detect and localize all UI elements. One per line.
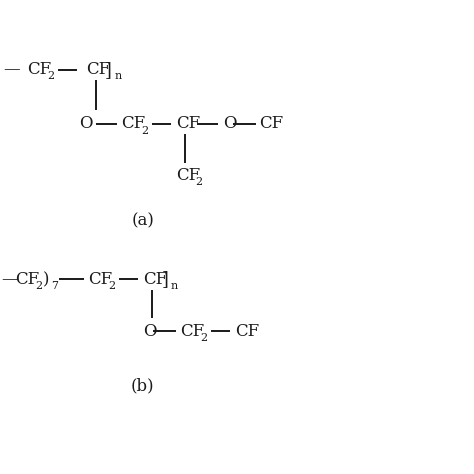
Text: 2: 2: [36, 281, 43, 291]
Text: n: n: [171, 281, 178, 291]
Text: 2: 2: [200, 333, 207, 343]
Text: n: n: [115, 71, 122, 82]
Text: CF: CF: [86, 61, 110, 78]
Text: CF: CF: [27, 61, 52, 78]
Text: CF: CF: [176, 167, 200, 184]
Text: CF: CF: [143, 271, 167, 288]
Text: CF: CF: [235, 323, 259, 340]
Text: CF: CF: [260, 115, 284, 132]
Text: O: O: [223, 115, 237, 132]
Text: (a): (a): [131, 212, 154, 229]
Text: 2: 2: [109, 281, 116, 291]
Text: CF: CF: [181, 323, 205, 340]
Text: 2: 2: [141, 126, 148, 136]
Text: 2: 2: [47, 71, 54, 82]
Text: CF: CF: [16, 271, 40, 288]
Text: 7: 7: [51, 281, 58, 291]
Text: CF: CF: [121, 115, 146, 132]
Text: O: O: [143, 323, 156, 340]
Text: ]: ]: [105, 61, 112, 79]
Text: CF: CF: [176, 115, 200, 132]
Text: ]: ]: [162, 270, 168, 288]
Text: —: —: [1, 271, 18, 288]
Text: CF: CF: [89, 271, 113, 288]
Text: ): ): [43, 271, 49, 288]
Text: O: O: [80, 115, 93, 132]
Text: 2: 2: [196, 177, 203, 187]
Text: —: —: [4, 61, 20, 78]
Text: (b): (b): [131, 377, 155, 394]
